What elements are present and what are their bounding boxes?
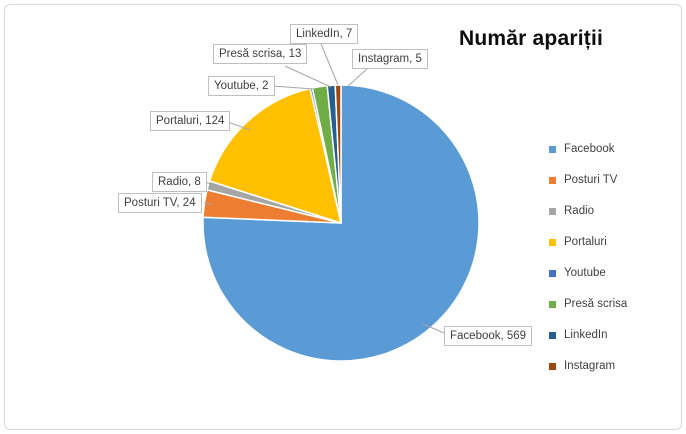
- legend-label-portaluri: Portaluri: [564, 236, 607, 248]
- legend-swatch-radio: [549, 207, 556, 215]
- legend-label-posturi-tv: Posturi TV: [564, 174, 618, 186]
- pie-slice-facebook[interactable]: [202, 84, 480, 362]
- leader-line-posturi-tv: [203, 202, 213, 205]
- legend-label-presa-scrisa: Presă scrisa: [564, 298, 628, 310]
- data-label-radio: Radio, 8: [152, 172, 207, 192]
- data-label-youtube: Youtube, 2: [208, 76, 275, 96]
- legend-item-portaluri[interactable]: Portaluri: [549, 233, 627, 251]
- legend-swatch-linkedin: [549, 331, 556, 339]
- chart-title: Număr apariții: [459, 27, 604, 50]
- legend-label-youtube: Youtube: [564, 267, 606, 279]
- data-label-presa-scrisa: Presă scrisa, 13: [213, 44, 308, 64]
- legend-swatch-presa-scrisa: [549, 300, 556, 308]
- data-label-facebook: Facebook, 569: [444, 326, 533, 346]
- legend-item-radio[interactable]: Radio: [549, 202, 627, 220]
- legend-item-linkedin[interactable]: LinkedIn: [549, 326, 627, 344]
- legend-item-posturi-tv[interactable]: Posturi TV: [549, 171, 627, 189]
- legend-label-facebook: Facebook: [564, 143, 615, 155]
- legend-item-facebook[interactable]: Facebook: [549, 140, 627, 158]
- legend-item-presa-scrisa[interactable]: Presă scrisa: [549, 295, 627, 313]
- legend-swatch-instagram: [549, 362, 556, 370]
- pie-slice-portaluri[interactable]: [208, 87, 342, 224]
- legend-swatch-posturi-tv: [549, 176, 556, 184]
- data-label-linkedin: LinkedIn, 7: [290, 24, 359, 44]
- leader-line-youtube: [271, 85, 315, 90]
- legend-label-radio: Radio: [564, 205, 595, 217]
- data-label-posturi-tv: Posturi TV, 24: [118, 193, 202, 213]
- legend-label-linkedin: LinkedIn: [564, 329, 608, 341]
- leader-line-presa-scrisa: [284, 65, 332, 88]
- pie-slice-instagram[interactable]: [334, 84, 342, 224]
- legend: Facebook Posturi TV Radio Portaluri Yout…: [549, 140, 627, 388]
- data-label-instagram: Instagram, 5: [352, 49, 428, 69]
- legend-swatch-youtube: [549, 269, 556, 277]
- leader-line-portaluri: [227, 121, 251, 131]
- legend-label-instagram: Instagram: [564, 360, 616, 372]
- legend-item-instagram[interactable]: Instagram: [549, 357, 627, 375]
- legend-item-youtube[interactable]: Youtube: [549, 264, 627, 282]
- leader-line-linkedin: [320, 43, 339, 86]
- leader-line-instagram: [347, 68, 368, 87]
- legend-swatch-facebook: [549, 145, 556, 153]
- legend-swatch-portaluri: [549, 238, 556, 246]
- leader-line-facebook: [422, 323, 445, 334]
- data-label-portaluri: Portaluri, 124: [150, 111, 231, 131]
